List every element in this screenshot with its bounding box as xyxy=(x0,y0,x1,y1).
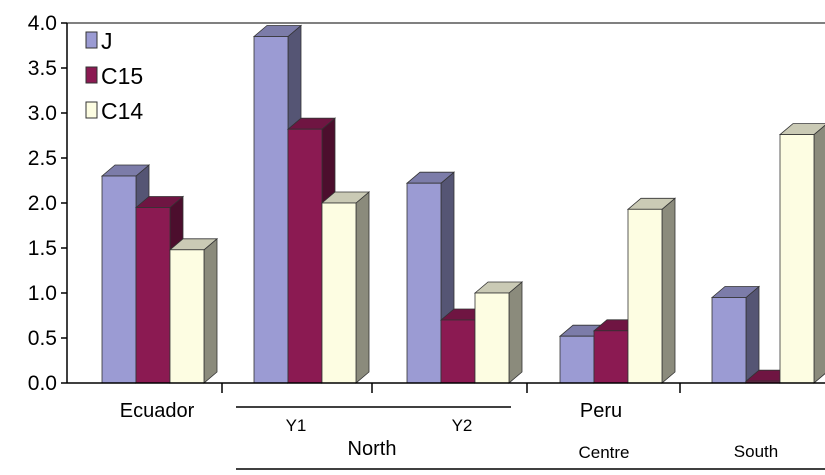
y-tick-label: 2.0 xyxy=(28,192,57,215)
y-tick-label: 3.5 xyxy=(28,57,57,80)
group-label: Peru xyxy=(580,400,622,422)
bar-c15 xyxy=(287,128,323,384)
legend-swatch-c14 xyxy=(85,101,98,119)
legend-swatch-c15 xyxy=(85,66,98,84)
category-label: South xyxy=(734,442,778,461)
y-tick-label: 1.0 xyxy=(28,282,57,305)
bar-c15 xyxy=(135,207,171,384)
bar-side xyxy=(508,281,523,384)
y-tick-label: 0.5 xyxy=(28,327,57,350)
bar-c14 xyxy=(474,292,510,384)
y-tick-label: 0.0 xyxy=(28,372,57,395)
bar-j xyxy=(101,175,137,384)
bar-j xyxy=(711,297,747,384)
bar-c14 xyxy=(779,134,815,384)
category-label: Centre xyxy=(578,443,629,462)
bar-j xyxy=(253,36,289,384)
legend-label-j: J xyxy=(101,28,113,54)
bar-j xyxy=(406,182,442,384)
y-tick-label: 1.5 xyxy=(28,237,57,260)
category-label: Ecuador xyxy=(120,400,195,422)
bar-side xyxy=(355,191,370,384)
bar-side xyxy=(813,124,825,384)
bar-c14 xyxy=(321,202,357,384)
category-label: Y2 xyxy=(452,416,473,435)
y-tick-label: 4.0 xyxy=(28,12,57,35)
y-tick-label: 3.0 xyxy=(28,102,57,125)
bar-c14 xyxy=(169,249,205,384)
bar-side xyxy=(661,197,676,384)
category-label: Y1 xyxy=(286,416,307,435)
legend-label-c15: C15 xyxy=(101,63,143,89)
group-label: North xyxy=(348,438,397,460)
bar-side xyxy=(203,237,218,384)
bar-c15 xyxy=(593,330,629,384)
legend-label-c14: C14 xyxy=(101,98,143,124)
bar-c15 xyxy=(440,319,476,384)
legend-swatch-j xyxy=(85,31,98,49)
y-tick-label: 2.5 xyxy=(28,147,57,170)
bar-c14 xyxy=(627,208,663,384)
bar-side xyxy=(745,285,760,384)
bar-j xyxy=(559,335,595,384)
